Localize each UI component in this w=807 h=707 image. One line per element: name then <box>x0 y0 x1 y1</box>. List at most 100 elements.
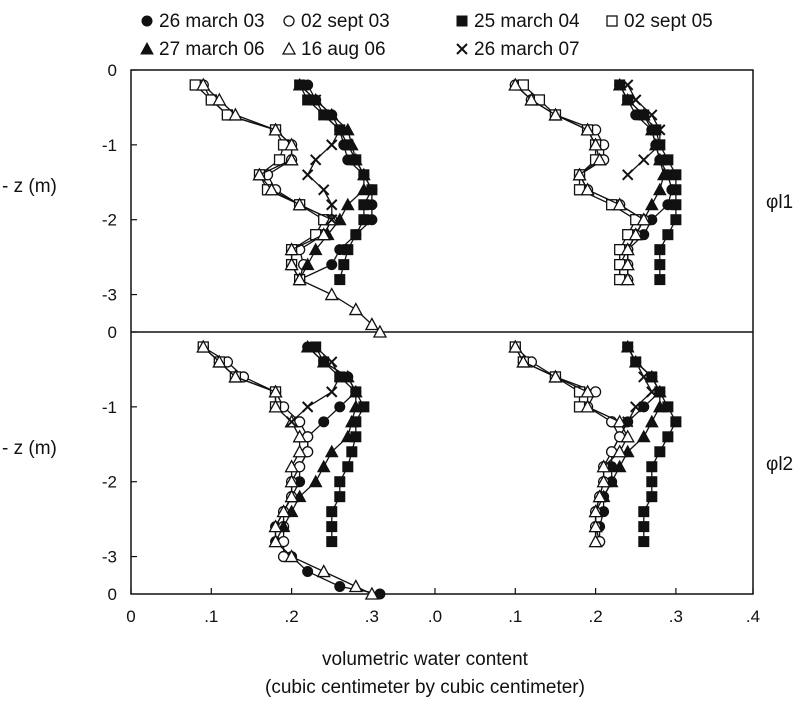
data-point <box>340 369 355 383</box>
series <box>622 341 658 428</box>
data-point <box>309 341 322 353</box>
data-point <box>580 384 595 398</box>
data-point <box>364 317 379 331</box>
data-point <box>268 384 283 398</box>
data-point <box>346 446 358 458</box>
data-point <box>316 459 331 473</box>
legend-entry: 27 march 06 <box>140 39 265 60</box>
data-point <box>301 401 314 413</box>
data-point <box>300 339 315 353</box>
legend-entry: 25 march 04 <box>456 11 580 32</box>
data-point <box>644 369 659 383</box>
legend-marker <box>141 15 153 27</box>
series <box>509 341 626 548</box>
series-line <box>202 346 309 557</box>
data-point <box>612 444 627 458</box>
data-point <box>326 386 338 398</box>
series <box>189 79 330 286</box>
data-point <box>670 199 682 211</box>
data-point <box>662 229 674 241</box>
data-point <box>580 122 595 136</box>
data-point <box>334 274 346 286</box>
legend-label: 02 sept 05 <box>624 11 713 32</box>
data-point <box>670 214 682 226</box>
data-point <box>268 399 283 413</box>
y-tick-label: 0 <box>108 585 117 604</box>
data-point <box>654 124 666 136</box>
data-point <box>334 476 346 488</box>
legend-marker <box>456 15 468 27</box>
x-tick-label: .3 <box>669 607 683 626</box>
legend-label: 25 march 04 <box>474 11 580 32</box>
data-point <box>622 79 634 91</box>
data-point <box>588 519 603 533</box>
legend-entry: 02 sept 03 <box>283 11 390 32</box>
legend-entry: 02 sept 05 <box>606 11 713 32</box>
data-point <box>348 384 363 398</box>
data-point <box>344 414 359 428</box>
data-point <box>358 214 370 226</box>
data-point <box>348 152 363 166</box>
data-point <box>340 429 355 443</box>
y-tick-label: -2 <box>102 211 117 230</box>
y-tick-label: 0 <box>108 61 117 80</box>
data-point <box>300 257 315 271</box>
x-tick-label: .1 <box>508 607 522 626</box>
data-point <box>357 167 371 181</box>
data-point <box>654 139 666 151</box>
data-point <box>612 459 627 473</box>
data-point <box>638 521 650 533</box>
data-point <box>636 429 651 443</box>
legend-label: 26 march 07 <box>474 39 580 60</box>
x-axis-title: volumetric water content <box>322 649 529 670</box>
data-point <box>638 401 650 413</box>
plot-frames <box>130 69 754 595</box>
data-point <box>264 182 279 196</box>
data-point <box>276 504 291 518</box>
data-point <box>196 339 211 353</box>
data-point <box>284 474 299 488</box>
data-point <box>334 401 346 413</box>
data-point <box>646 491 658 503</box>
series <box>508 77 651 286</box>
legend-label: 27 march 06 <box>159 39 265 60</box>
legend: 26 march 03 02 sept 03 25 march 04 02 sept … <box>140 11 713 60</box>
data-point <box>652 152 667 166</box>
data-point <box>516 354 531 368</box>
data-point <box>301 169 314 181</box>
legend-entry: 26 march 07 <box>456 39 580 60</box>
data-point <box>612 77 627 91</box>
data-point <box>592 489 607 503</box>
data-point <box>340 122 355 136</box>
series <box>197 341 314 563</box>
data-point <box>652 182 667 196</box>
data-point <box>646 476 658 488</box>
series <box>294 79 378 286</box>
data-point <box>638 506 650 518</box>
legend-label: 02 sept 03 <box>301 11 390 32</box>
data-point <box>268 122 283 136</box>
x-axis-subtitle: (cubic centimeter by cubic centimeter) <box>265 677 585 698</box>
data-point <box>638 536 650 548</box>
x-tick-label: 0 <box>126 607 135 626</box>
data-point <box>302 566 314 578</box>
data-point <box>628 227 643 241</box>
data-point <box>334 491 346 503</box>
data-point <box>318 109 330 121</box>
data-point <box>252 167 267 181</box>
series <box>197 341 282 413</box>
series <box>293 79 346 226</box>
data-point <box>654 259 666 271</box>
data-point <box>316 227 331 241</box>
data-point <box>620 257 635 271</box>
data-point <box>268 534 283 548</box>
legend-label: 26 march 03 <box>159 11 265 32</box>
data-point <box>524 92 539 106</box>
data-point <box>348 399 363 413</box>
data-point <box>212 92 227 106</box>
data-point <box>316 564 331 578</box>
data-point <box>646 109 658 121</box>
data-point <box>342 461 354 473</box>
